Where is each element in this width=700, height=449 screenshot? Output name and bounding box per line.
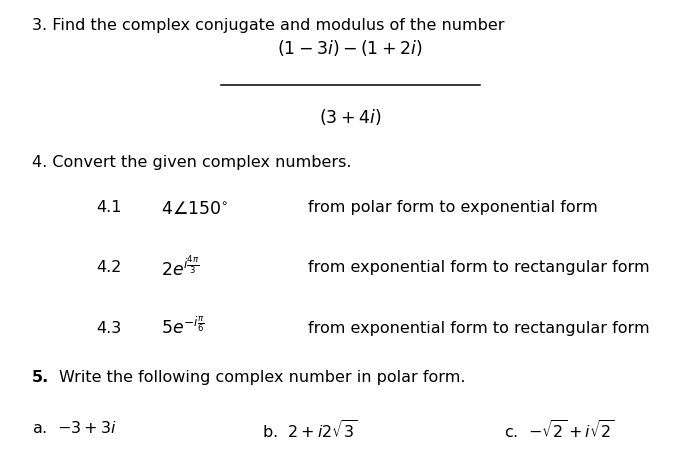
Text: a.  $-3+3i$: a. $-3+3i$ <box>32 420 116 436</box>
Text: 4.1: 4.1 <box>97 200 122 215</box>
Text: 4.3: 4.3 <box>97 321 122 336</box>
Text: $4\angle150^{\circ}$: $4\angle150^{\circ}$ <box>161 200 229 218</box>
Text: $5e^{-i\frac{\pi}{6}}$: $5e^{-i\frac{\pi}{6}}$ <box>161 317 204 338</box>
Text: $2e^{i\frac{4\pi}{3}}$: $2e^{i\frac{4\pi}{3}}$ <box>161 256 199 280</box>
Text: from polar form to exponential form: from polar form to exponential form <box>308 200 598 215</box>
Text: from exponential form to rectangular form: from exponential form to rectangular for… <box>308 260 650 275</box>
Text: from exponential form to rectangular form: from exponential form to rectangular for… <box>308 321 650 336</box>
Text: 3. Find the complex conjugate and modulus of the number: 3. Find the complex conjugate and modulu… <box>32 18 504 33</box>
Text: 4. Convert the given complex numbers.: 4. Convert the given complex numbers. <box>32 155 351 170</box>
Text: $(3+4i)$: $(3+4i)$ <box>318 107 382 127</box>
Text: c.  $-\sqrt{2}+i\sqrt{2}$: c. $-\sqrt{2}+i\sqrt{2}$ <box>504 420 615 442</box>
Text: $(1-3i)-(1+2i)$: $(1-3i)-(1+2i)$ <box>277 38 423 58</box>
Text: 5.: 5. <box>32 370 49 385</box>
Text: b.  $2+i2\sqrt{3}$: b. $2+i2\sqrt{3}$ <box>262 420 358 442</box>
Text: 4.2: 4.2 <box>97 260 122 275</box>
Text: Write the following complex number in polar form.: Write the following complex number in po… <box>60 370 466 385</box>
